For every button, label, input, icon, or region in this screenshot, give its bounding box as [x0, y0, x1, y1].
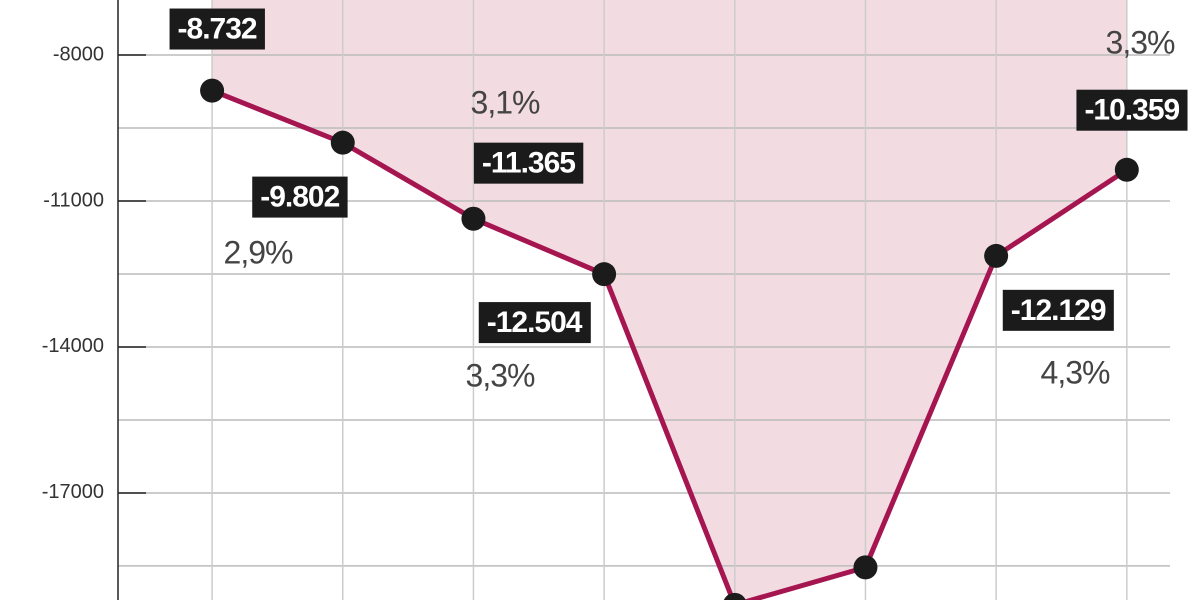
annotation: 3,3%: [466, 357, 535, 393]
line: [211, 88, 1129, 600]
y-tick-label: -8000: [53, 43, 104, 65]
plot-area: [118, 0, 1170, 600]
annotation: 3,3%: [1106, 24, 1175, 60]
value-label-box: [169, 8, 265, 50]
value-label: -11.365: [473, 142, 584, 184]
value-label-box: [478, 302, 591, 344]
point: [853, 555, 878, 580]
value-label-text: -9.802: [260, 181, 339, 214]
value-label-box: [252, 176, 348, 218]
point: [592, 262, 617, 287]
y-tick-label: -17000: [42, 481, 104, 503]
value-label-text: -8.732: [178, 13, 257, 46]
y-tick-label: -11000: [43, 189, 104, 211]
value-label: -8.732: [169, 8, 265, 50]
point: [461, 206, 486, 231]
point: [1114, 157, 1139, 182]
value-label-box: [473, 142, 584, 184]
point: [200, 78, 225, 103]
value-label: -10.359: [1076, 89, 1188, 131]
value-label-box: [1076, 89, 1188, 131]
annotation: 2,9%: [224, 234, 293, 270]
point: [330, 130, 355, 155]
value-label-text: -12.129: [1011, 294, 1106, 327]
point: [723, 592, 746, 600]
annotation: 3,1%: [471, 84, 540, 120]
value-label: -12.129: [1002, 289, 1114, 331]
point: [984, 243, 1009, 268]
value-label-text: -11.365: [482, 147, 575, 180]
value-label: -12.504: [478, 302, 591, 344]
value-label-text: -12.504: [487, 306, 583, 339]
y-tick-label: -14000: [42, 335, 104, 357]
area: [212, 0, 1127, 600]
value-label-text: -10.359: [1084, 94, 1179, 127]
value-label-box: [1002, 289, 1114, 331]
annotation: 4,3%: [1041, 354, 1110, 390]
value-label: -9.802: [252, 176, 348, 218]
